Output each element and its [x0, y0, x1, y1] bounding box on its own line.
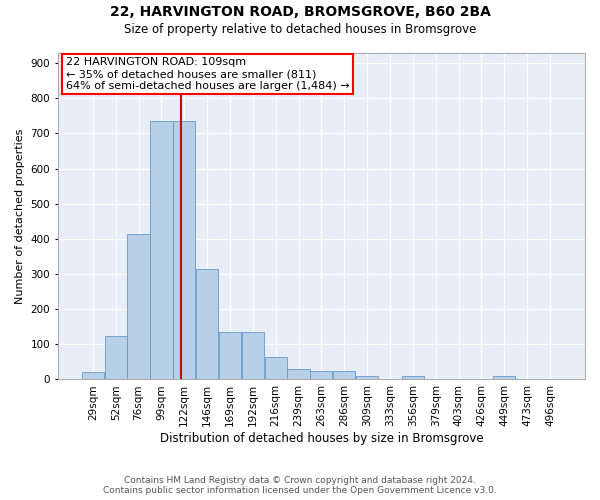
Text: 22, HARVINGTON ROAD, BROMSGROVE, B60 2BA: 22, HARVINGTON ROAD, BROMSGROVE, B60 2BA	[110, 5, 490, 19]
Bar	[219, 332, 241, 380]
Bar	[151, 121, 173, 380]
Bar	[127, 234, 149, 380]
Bar	[287, 369, 310, 380]
Bar	[82, 372, 104, 380]
Text: Size of property relative to detached houses in Bromsgrove: Size of property relative to detached ho…	[124, 22, 476, 36]
Bar	[242, 332, 264, 380]
Bar	[310, 370, 332, 380]
Y-axis label: Number of detached properties: Number of detached properties	[15, 128, 25, 304]
Bar	[356, 376, 378, 380]
Bar	[333, 370, 355, 380]
Bar	[104, 336, 127, 380]
Bar	[265, 356, 287, 380]
Text: Contains HM Land Registry data © Crown copyright and database right 2024.
Contai: Contains HM Land Registry data © Crown c…	[103, 476, 497, 495]
Bar	[402, 376, 424, 380]
Text: 22 HARVINGTON ROAD: 109sqm
← 35% of detached houses are smaller (811)
64% of sem: 22 HARVINGTON ROAD: 109sqm ← 35% of deta…	[66, 58, 349, 90]
X-axis label: Distribution of detached houses by size in Bromsgrove: Distribution of detached houses by size …	[160, 432, 483, 445]
Bar	[493, 376, 515, 380]
Bar	[173, 121, 196, 380]
Bar	[196, 268, 218, 380]
